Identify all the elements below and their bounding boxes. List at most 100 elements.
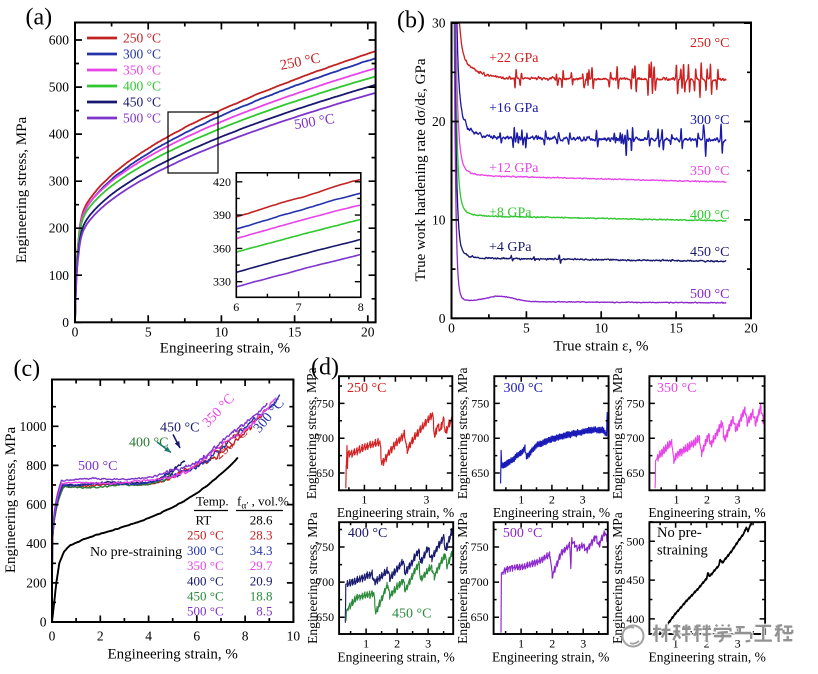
svg-text:28.6: 28.6 xyxy=(250,513,273,528)
svg-text:(a): (a) xyxy=(26,5,53,31)
svg-text:360: 360 xyxy=(213,241,231,255)
svg-text:400 °C: 400 °C xyxy=(690,208,729,223)
svg-text:2: 2 xyxy=(394,637,400,651)
svg-text:Engineering strain, %: Engineering strain, % xyxy=(649,650,766,665)
svg-text:4: 4 xyxy=(145,629,152,644)
svg-text:750: 750 xyxy=(316,540,334,554)
svg-text:500 °C: 500 °C xyxy=(293,111,336,133)
svg-text:250 °C: 250 °C xyxy=(187,528,224,543)
svg-text:3: 3 xyxy=(423,493,429,507)
svg-text:500: 500 xyxy=(626,534,644,548)
svg-text:Engineering stress, MPa: Engineering stress, MPa xyxy=(14,117,30,264)
svg-text:400: 400 xyxy=(626,612,644,626)
svg-text:10: 10 xyxy=(432,212,446,227)
svg-text:True work hardening rate dσ/dε: True work hardening rate dσ/dε, GPa xyxy=(413,58,429,281)
svg-text:200: 200 xyxy=(26,575,47,590)
svg-text:350 °C: 350 °C xyxy=(187,558,224,573)
svg-text:600: 600 xyxy=(49,33,70,48)
svg-text:+12 GPa: +12 GPa xyxy=(489,161,539,176)
svg-text:+4 GPa: +4 GPa xyxy=(489,240,532,255)
svg-text:450 °C: 450 °C xyxy=(187,589,224,604)
svg-text:750: 750 xyxy=(471,396,489,410)
svg-text:+22 GPa: +22 GPa xyxy=(489,51,539,66)
svg-text:650: 650 xyxy=(626,466,644,480)
svg-text:Engineering stress, MPa: Engineering stress, MPa xyxy=(305,512,320,644)
svg-text:300 °C: 300 °C xyxy=(504,381,543,396)
svg-text:28.3: 28.3 xyxy=(250,528,273,543)
svg-text:2: 2 xyxy=(549,493,555,507)
svg-text:Engineering stress, MPa: Engineering stress, MPa xyxy=(610,367,625,499)
svg-text:350 °C: 350 °C xyxy=(657,381,696,396)
svg-text:Engineering strain, %: Engineering strain, % xyxy=(492,650,609,665)
svg-text:450 °C: 450 °C xyxy=(392,607,431,622)
svg-text:3: 3 xyxy=(425,637,431,651)
svg-text:30: 30 xyxy=(432,16,446,31)
svg-text:400 °C: 400 °C xyxy=(129,436,168,451)
svg-text:Engineering strain, %: Engineering strain, % xyxy=(337,650,454,665)
svg-text:400: 400 xyxy=(49,127,70,142)
svg-text:330: 330 xyxy=(213,275,231,289)
svg-text:750: 750 xyxy=(471,540,489,554)
svg-text:100: 100 xyxy=(49,268,70,283)
svg-text:2: 2 xyxy=(549,637,555,651)
svg-text:29.7: 29.7 xyxy=(250,558,273,573)
svg-text:3: 3 xyxy=(580,637,586,651)
svg-text:750: 750 xyxy=(316,396,334,410)
svg-text:(b): (b) xyxy=(397,8,425,34)
svg-text:800: 800 xyxy=(26,458,47,473)
svg-text:750: 750 xyxy=(626,396,644,410)
svg-text:450 °C: 450 °C xyxy=(123,95,161,110)
svg-text:RT: RT xyxy=(196,513,212,528)
svg-text:7: 7 xyxy=(296,300,302,314)
svg-text:1: 1 xyxy=(363,637,369,651)
svg-text:400: 400 xyxy=(26,536,47,551)
svg-text:20: 20 xyxy=(432,114,446,129)
svg-text:straining: straining xyxy=(657,543,708,559)
svg-text:300 °C: 300 °C xyxy=(123,47,161,62)
svg-text:5: 5 xyxy=(523,321,530,336)
svg-text:500 °C: 500 °C xyxy=(690,287,729,302)
svg-text:Engineering stress, MPa: Engineering stress, MPa xyxy=(304,367,319,499)
svg-text:700: 700 xyxy=(316,431,334,445)
svg-text:250 °C: 250 °C xyxy=(690,36,729,51)
svg-text:0: 0 xyxy=(49,629,56,644)
svg-text:200: 200 xyxy=(49,221,70,236)
svg-text:15: 15 xyxy=(288,325,302,340)
svg-text:8.5: 8.5 xyxy=(256,604,272,619)
svg-text:650: 650 xyxy=(316,610,334,624)
svg-text:0: 0 xyxy=(40,615,47,630)
svg-text:250 °C: 250 °C xyxy=(347,381,386,396)
svg-text:3: 3 xyxy=(735,637,741,651)
svg-text:5: 5 xyxy=(145,325,152,340)
svg-text:0: 0 xyxy=(72,325,79,340)
svg-text:1: 1 xyxy=(518,493,524,507)
svg-text:450 °C: 450 °C xyxy=(690,245,729,260)
svg-text:500 °C: 500 °C xyxy=(503,526,542,541)
svg-text:Engineering stress, MPa: Engineering stress, MPa xyxy=(455,367,470,499)
svg-text:Engineering stress, MPa: Engineering stress, MPa xyxy=(610,512,625,644)
svg-text:450: 450 xyxy=(626,573,644,587)
svg-text:300 °C: 300 °C xyxy=(690,113,729,128)
svg-text:3: 3 xyxy=(580,493,586,507)
svg-text:500 °C: 500 °C xyxy=(78,459,117,474)
svg-text:Temp.: Temp. xyxy=(196,494,229,509)
svg-text:0: 0 xyxy=(439,311,446,326)
svg-text:(c): (c) xyxy=(14,356,41,382)
svg-text:Engineering stress, MPa: Engineering stress, MPa xyxy=(3,427,19,574)
svg-text:8: 8 xyxy=(242,629,249,644)
svg-text:250 °C: 250 °C xyxy=(123,31,161,46)
svg-text:2: 2 xyxy=(704,493,710,507)
svg-text:700: 700 xyxy=(316,575,334,589)
svg-text:650: 650 xyxy=(316,466,334,480)
svg-text:(d): (d) xyxy=(311,355,339,381)
svg-text:20: 20 xyxy=(744,321,758,336)
svg-text:700: 700 xyxy=(471,431,489,445)
svg-text:1: 1 xyxy=(518,637,524,651)
svg-text:350 °C: 350 °C xyxy=(123,63,161,78)
svg-text:Engineering strain, %: Engineering strain, % xyxy=(108,647,238,663)
svg-text:650: 650 xyxy=(471,466,489,480)
svg-text:650: 650 xyxy=(471,610,489,624)
svg-text:10: 10 xyxy=(287,629,301,644)
svg-text:0: 0 xyxy=(448,321,455,336)
svg-text:10: 10 xyxy=(215,325,229,340)
